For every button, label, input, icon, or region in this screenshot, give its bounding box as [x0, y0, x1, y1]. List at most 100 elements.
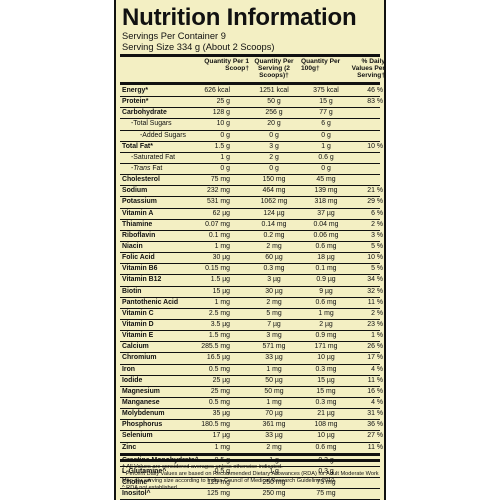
nutrient-name: Total Fat* — [122, 142, 153, 150]
qty-per-serving: 2 mg — [266, 298, 282, 306]
header-per-100g: Quantity Per 100g† — [301, 58, 341, 72]
divider-bottom — [120, 459, 380, 462]
qty-per-scoop: 62 µg — [212, 209, 230, 217]
qty-per-serving: 0 g — [269, 164, 279, 172]
nutrient-name: -Trans Fat — [131, 164, 163, 172]
qty-per-serving: 150 mg — [262, 176, 286, 184]
qty-per-100g: 75 mg — [316, 478, 336, 486]
daily-value-pct: 3 % — [371, 231, 383, 239]
qty-per-serving: 0 g — [269, 131, 279, 139]
qty-per-100g: 10 µg — [317, 354, 335, 362]
qty-per-serving: 1 g — [269, 467, 279, 475]
qty-per-scoop: 1.5 g — [214, 142, 230, 150]
serving-size: Serving Size 334 g (About 2 Scoops) — [122, 42, 275, 52]
qty-per-100g: 0.04 mg — [313, 220, 339, 228]
nutrient-name: Chromium — [122, 354, 157, 362]
table-row: Selenium 17 µg 33 µg 10 µg 27 % — [120, 431, 383, 443]
table-row: Energy* 626 kcal 1251 kcal 375 kcal 46 % — [120, 86, 383, 98]
daily-value-pct: 2 % — [371, 309, 383, 317]
qty-per-serving: 70 µg — [265, 410, 283, 418]
table-row: Phosphorus 180.5 mg 361 mg 108 mg 36 % — [120, 420, 383, 432]
qty-per-scoop: 531 mg — [207, 198, 230, 206]
table-row: -Added Sugars 0 g 0 g 0 g — [120, 131, 380, 142]
table-row: Iron 0.5 mg 1 mg 0.3 mg 4 % — [120, 365, 383, 376]
table-row: Riboflavin 0.1 mg 0.2 mg 0.06 mg 3 % — [120, 231, 383, 242]
table-row: Biotin 15 µg 30 µg 9 µg 32 % — [120, 287, 383, 298]
nutrient-name: Thiamine — [122, 220, 153, 228]
table-row: Calcium 285.5 mg 571 mg 171 mg 26 % — [120, 342, 383, 354]
qty-per-serving: 0.3 mg — [263, 265, 285, 273]
nutrient-name: Molybdenum — [122, 410, 165, 418]
daily-value-pct: 21 % — [367, 187, 383, 195]
header-per-scoop: Quantity Per 1 Scoop† — [204, 58, 249, 72]
nutrient-name: Iron — [122, 365, 136, 373]
qty-per-serving: 1 mg — [266, 398, 282, 406]
daily-value-pct: 23 % — [367, 320, 383, 328]
qty-per-scoop: 35 µg — [212, 410, 230, 418]
daily-value-pct: 11 % — [367, 443, 383, 451]
daily-value-pct: 36 % — [367, 421, 383, 429]
qty-per-scoop: 128 g — [212, 109, 230, 117]
header-daily-value: % Daily Values Per Serving† — [351, 58, 385, 79]
table-row: -Total Sugars 10 g 20 g 6 g — [120, 119, 380, 131]
nutrient-name: Niacin — [122, 242, 143, 250]
nutrient-name: Iodide — [122, 376, 143, 384]
qty-per-scoop: 125 mg — [207, 490, 230, 498]
daily-value-pct: 4 % — [371, 365, 383, 373]
nutrient-name: Selenium — [122, 432, 153, 440]
table-row: Vitamin C 2.5 mg 5 mg 1 mg 2 % — [120, 309, 383, 320]
daily-value-pct: 2 % — [371, 220, 383, 228]
qty-per-scoop: 0.5 mg — [208, 398, 230, 406]
table-row: -Saturated Fat 1 g 2 g 0.6 g — [120, 153, 380, 164]
daily-value-pct: 17 % — [367, 354, 383, 362]
daily-value-pct: 11 % — [367, 376, 383, 384]
qty-per-scoop: 626 kcal — [204, 87, 230, 94]
nutrient-name: Vitamin B6 — [122, 265, 158, 273]
nutrient-name: Biotin — [122, 287, 142, 295]
servings-per-container: Servings Per Container 9 — [122, 31, 226, 41]
qty-per-serving: 50 mg — [264, 387, 284, 395]
qty-per-scoop: 1 mg — [214, 298, 230, 306]
table-row: Magnesium 25 mg 50 mg 15 mg 16 % — [120, 387, 383, 398]
qty-per-scoop: 0.1 mg — [208, 231, 230, 239]
daily-value-pct: 5 % — [371, 242, 383, 250]
divider-header — [120, 82, 380, 85]
table-row: Total Fat* 1.5 g 3 g 1 g 10 % — [120, 142, 383, 153]
daily-value-pct: 26 % — [367, 343, 383, 351]
panel-title: Nutrition Information — [122, 4, 357, 31]
daily-value-pct: 27 % — [367, 432, 383, 440]
nutrient-name: Sodium — [122, 187, 148, 195]
qty-per-scoop: 0.07 mg — [205, 220, 230, 228]
qty-per-100g: 139 mg — [314, 187, 338, 195]
nutrient-name: Energy* — [122, 87, 149, 94]
qty-per-serving: 124 µg — [263, 209, 285, 217]
nutrient-name: Manganese — [122, 398, 160, 406]
nutrient-name: Vitamin B12 — [122, 276, 162, 284]
qty-per-scoop: 25 g — [216, 98, 230, 106]
qty-per-100g: 75 mg — [316, 490, 336, 498]
qty-per-serving: 50 µg — [265, 376, 283, 384]
table-row: Cholesterol 75 mg 150 mg 45 mg — [120, 175, 380, 187]
qty-per-serving: 3 µg — [267, 276, 281, 284]
qty-per-100g: 0.3 mg — [315, 365, 337, 373]
nutrient-name: Choline^ — [122, 478, 152, 486]
qty-per-scoop: 30 µg — [212, 254, 230, 262]
table-row: Vitamin D 3.5 µg 7 µg 2 µg 23 % — [120, 320, 383, 332]
qty-per-100g: 0.6 mg — [315, 298, 337, 306]
qty-per-scoop: 0 g — [220, 164, 230, 172]
table-row: Protein* 25 g 50 g 15 g 83 % — [120, 97, 383, 109]
qty-per-serving: 0.14 mg — [261, 220, 287, 228]
qty-per-serving: 33 µg — [265, 432, 283, 440]
qty-per-serving: 30 µg — [265, 287, 283, 295]
qty-per-100g: 10 µg — [317, 432, 335, 440]
nutrient-name: -Added Sugars — [140, 131, 186, 139]
qty-per-serving: 464 mg — [262, 187, 286, 195]
qty-per-100g: 0.6 mg — [315, 242, 337, 250]
qty-per-serving: 250 mg — [262, 490, 286, 498]
qty-per-serving: 60 µg — [265, 254, 283, 262]
daily-value-pct: 10 % — [367, 254, 383, 262]
nutrient-name: -Total Sugars — [131, 120, 172, 128]
qty-per-scoop: 16.5 µg — [206, 354, 230, 362]
nutrient-name: Pantothenic Acid — [122, 298, 179, 306]
qty-per-100g: 15 g — [319, 98, 333, 106]
